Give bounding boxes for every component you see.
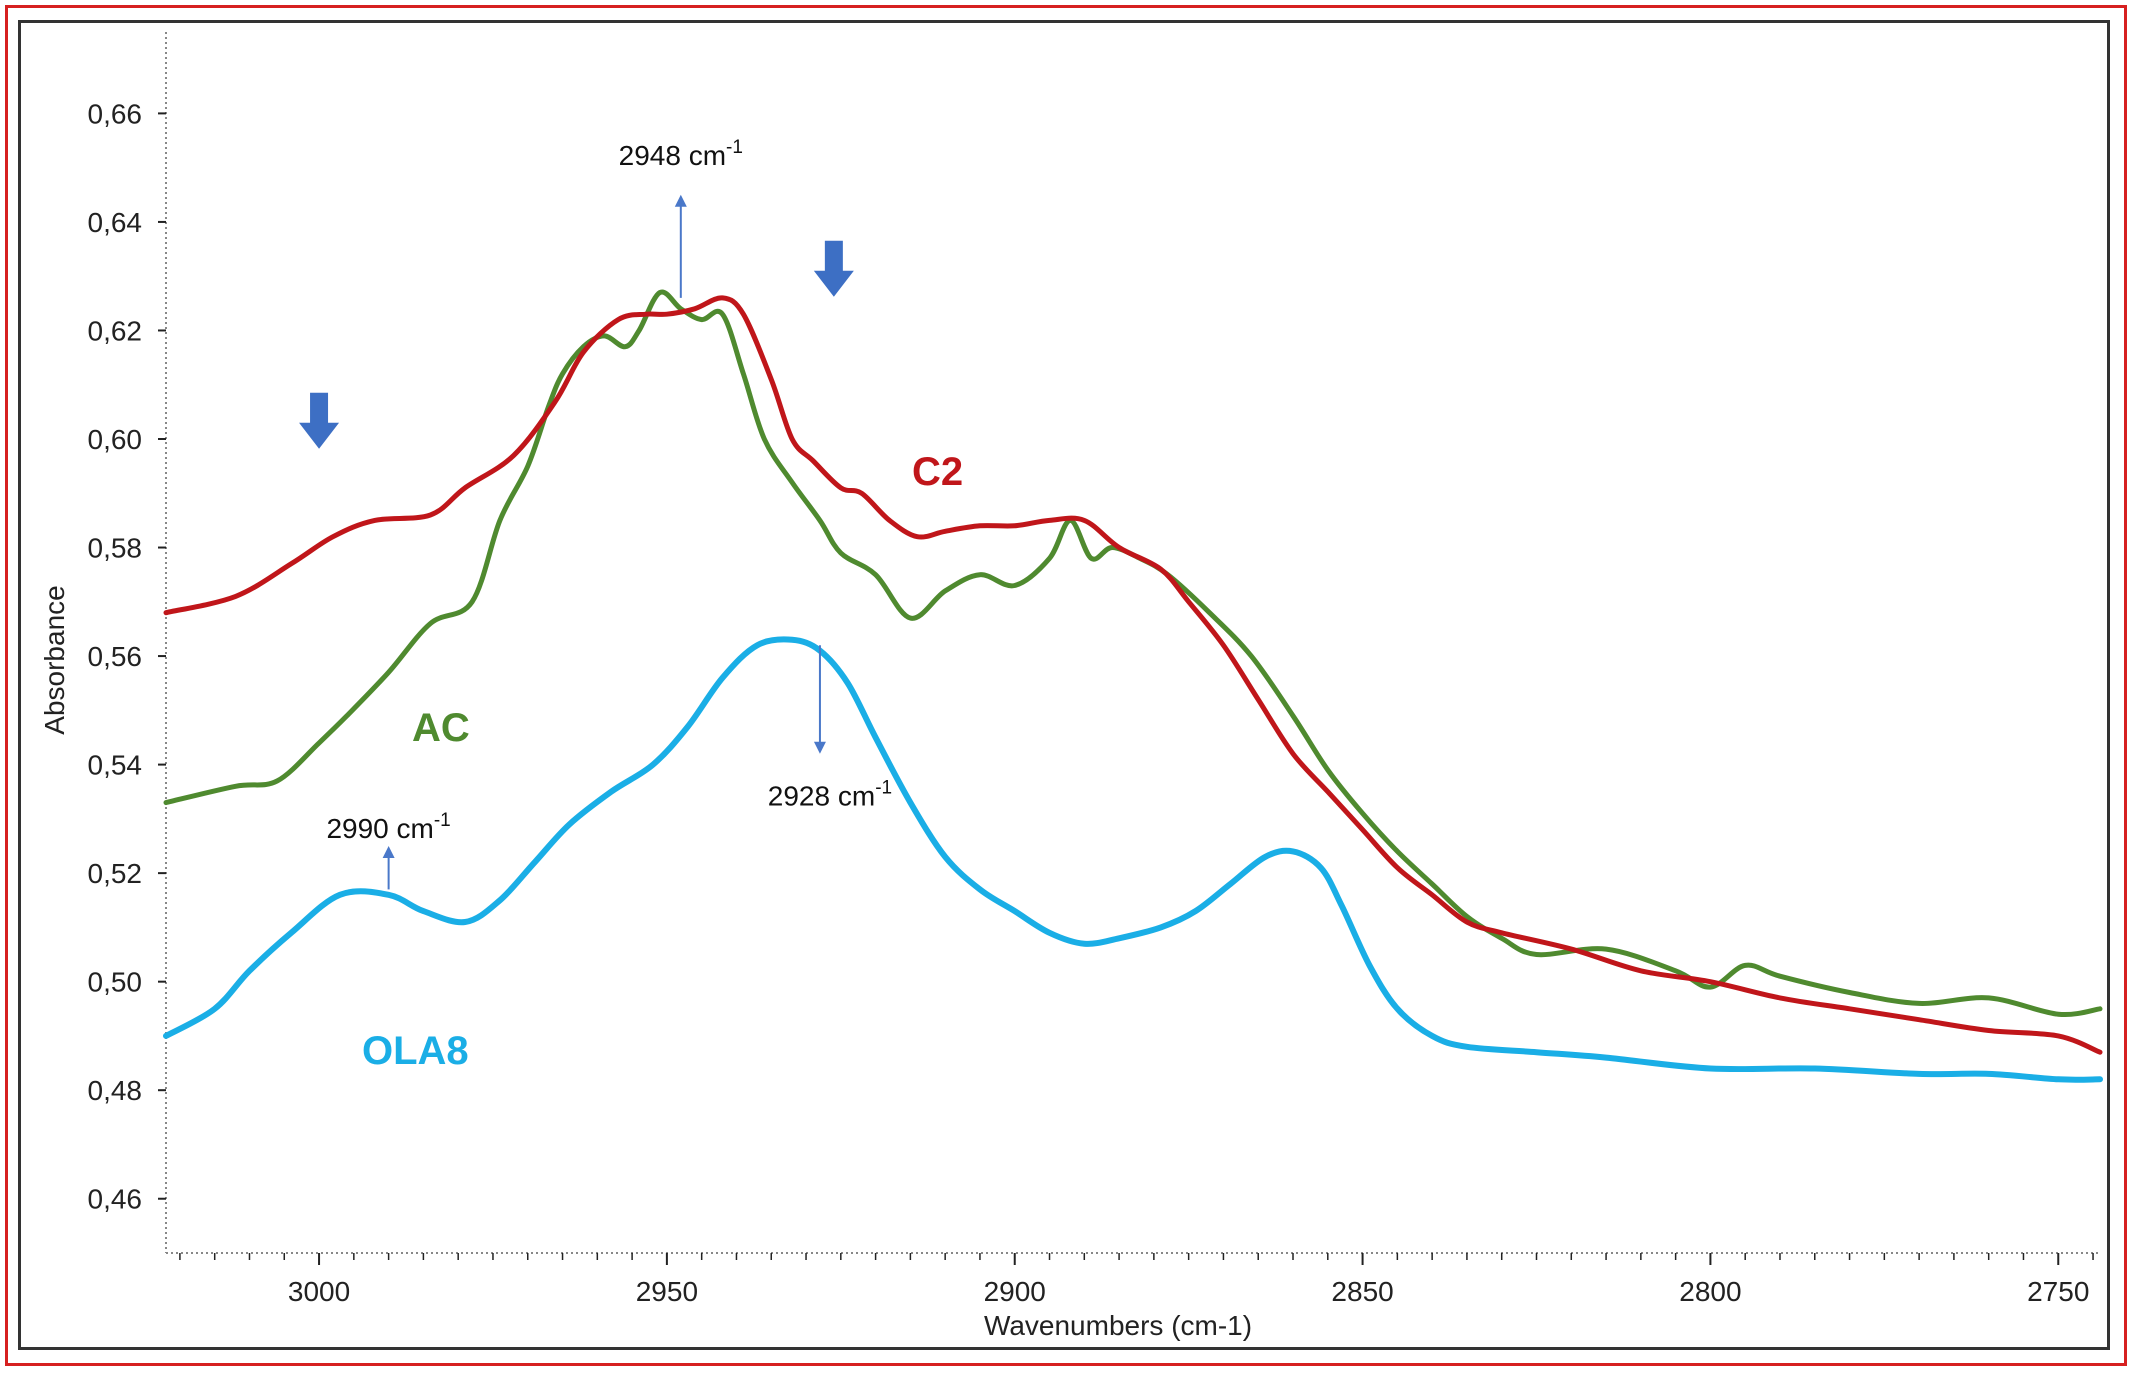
annotation-label: 2928 cm-1 [768, 778, 892, 812]
x-tick-label: 2750 [2027, 1276, 2089, 1307]
annotation-label: 2948 cm-1 [619, 137, 743, 171]
down-arrow-2926-icon [813, 240, 854, 297]
x-axis: 3000 2950 2900 2850 2800 2750 [166, 1252, 2100, 1307]
y-tick-label: 0,62 [88, 315, 143, 346]
y-tick-label: 0,48 [88, 1075, 143, 1106]
annotation-arrow-head [813, 741, 826, 754]
y-tick-label: 0,60 [88, 424, 143, 455]
annotation-layer: 2948 cm-1 2928 cm-1 2990 cm-1 [299, 137, 892, 890]
annotation-arrow-head [382, 846, 395, 858]
y-tick-label: 0,64 [88, 207, 143, 238]
x-tick-label: 2800 [1679, 1276, 1741, 1307]
series-line-ac [163, 289, 2103, 1018]
y-axis: 0,46 0,48 0,50 0,52 0,54 0,56 0,58 0,60 0,62 0,64… [88, 32, 167, 1253]
x-tick-label: 2950 [636, 1276, 698, 1307]
x-tick-label: 2900 [984, 1276, 1046, 1307]
y-tick-label: 0,58 [88, 533, 143, 564]
x-axis-label: Wavenumbers (cm-1) [984, 1310, 1252, 1341]
y-tick-label: 0,50 [88, 967, 143, 998]
series-layer [163, 289, 2103, 1083]
series-label-ola8: OLA8 [362, 1029, 469, 1073]
outer-frame [5, 5, 2127, 1366]
x-tick-label: 2850 [1331, 1276, 1393, 1307]
chart-frame [18, 20, 2110, 1350]
annotation-arrow-head [674, 194, 687, 207]
series-line-c2 [163, 295, 2103, 1055]
y-tick-label: 0,54 [88, 750, 143, 781]
y-tick-label: 0,56 [88, 641, 143, 672]
annotation-label: 2990 cm-1 [326, 810, 450, 844]
x-tick-label: 3000 [288, 1276, 350, 1307]
y-tick-label: 0,52 [88, 858, 143, 889]
y-axis-label: Absorbance [39, 585, 70, 734]
series-label-ac: AC [412, 706, 470, 750]
y-tick-label: 0,66 [88, 98, 143, 129]
series-line-ola8 [163, 636, 2103, 1083]
down-arrow-3000-icon [299, 392, 340, 449]
y-tick-label: 0,46 [88, 1184, 143, 1215]
series-label-c2: C2 [912, 450, 963, 494]
